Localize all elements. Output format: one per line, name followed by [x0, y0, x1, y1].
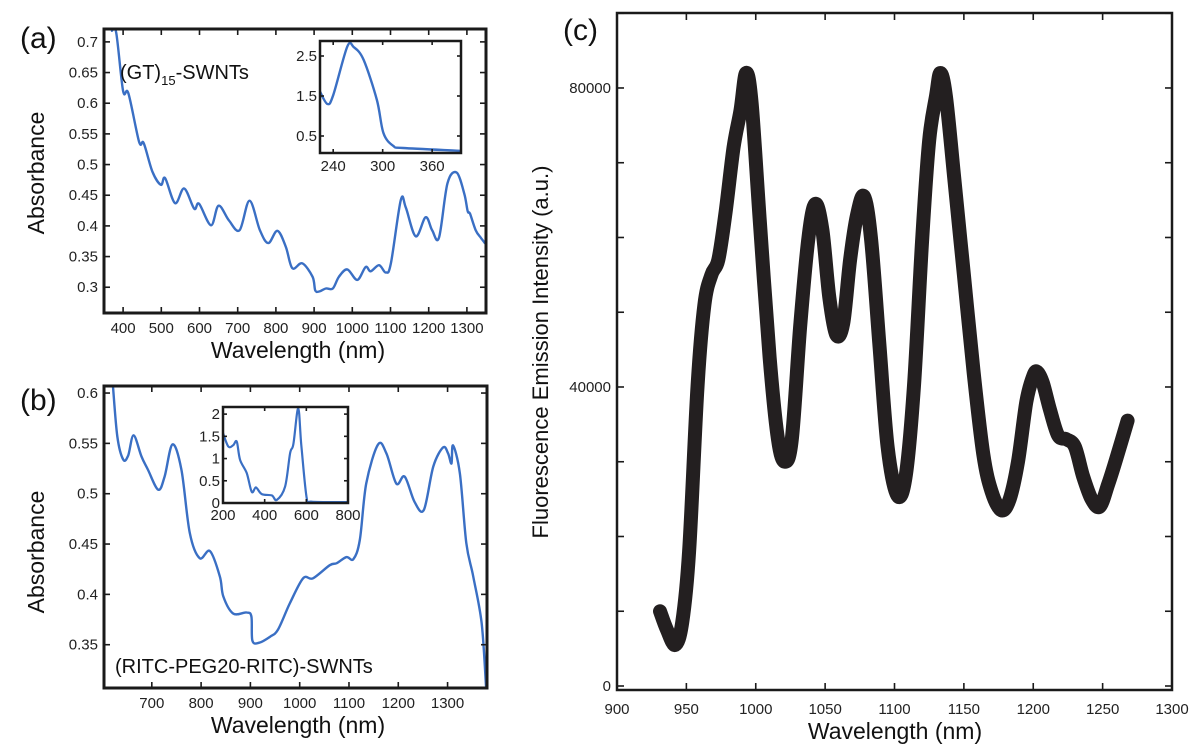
- y-tick-label-b-inset-3: 1.5: [199, 428, 220, 445]
- y-tick-label-a-inset-1: 1.5: [296, 88, 317, 105]
- annotation-suffix: -SWNTs: [176, 62, 249, 84]
- y-tick-label-b-4: 0.55: [69, 435, 98, 452]
- y-tick-label-a-3: 0.45: [69, 187, 98, 204]
- y-tick-label-a-7: 0.65: [69, 65, 98, 82]
- y-tick-label-b-3: 0.5: [77, 486, 98, 503]
- x-tick-label-a-5: 900: [302, 320, 327, 337]
- y-tick-label-a-8: 0.7: [77, 34, 98, 51]
- x-tick-label-c-7: 1250: [1086, 701, 1119, 718]
- x-tick-label-b-5: 1200: [382, 695, 415, 712]
- y-tick-label-b-0: 0.35: [69, 637, 98, 654]
- y-tick-label-a-2: 0.4: [77, 218, 98, 235]
- x-axis-title-c: Wavelength (nm): [808, 718, 982, 744]
- x-tick-label-b-3: 1000: [283, 695, 316, 712]
- y-tick-label-b-inset-4: 2: [212, 406, 220, 423]
- y-tick-label-a-5: 0.55: [69, 126, 98, 143]
- x-tick-label-b-inset-0: 200: [210, 507, 235, 524]
- x-tick-label-c-3: 1050: [808, 701, 841, 718]
- x-tick-label-a-1: 500: [149, 320, 174, 337]
- y-tick-label-b-inset-2: 1: [212, 451, 220, 468]
- x-tick-label-c-5: 1150: [948, 701, 980, 718]
- panel-c-fluorescence: 900 950 1000 1050 1100 1150 1200 1250 1300 0 40000…: [569, 11, 1189, 718]
- series-line-c: [653, 65, 1135, 652]
- plot-frame-b-inset: [221, 405, 350, 505]
- y-tick-label-c-2: 80000: [569, 80, 611, 97]
- x-tick-label-a-3: 700: [225, 320, 250, 337]
- x-tick-label-b-0: 700: [139, 695, 164, 712]
- y-tick-label-a-4: 0.5: [77, 157, 98, 174]
- x-tick-label-c-1: 950: [674, 701, 699, 718]
- x-tick-label-b-6: 1300: [431, 695, 464, 712]
- panel-label-a: (a): [20, 22, 57, 55]
- x-tick-label-a-0: 400: [111, 320, 136, 337]
- x-tick-label-a-inset-2: 360: [420, 158, 445, 175]
- x-tick-label-a-inset-0: 240: [321, 158, 346, 175]
- y-tick-label-b-1: 0.4: [77, 586, 98, 603]
- x-tick-label-a-6: 1000: [336, 320, 369, 337]
- annotation-ritc-peg20-swnts: (RITC-PEG20-RITC)-SWNTs: [115, 656, 373, 678]
- x-tick-label-a-inset-1: 300: [370, 158, 395, 175]
- x-tick-label-c-8: 1300: [1155, 701, 1188, 718]
- panel-a-absorbance-gt15: 400 500 600 700 800 900 1000 1100 1200 1300 0.3 0.3…: [69, 27, 488, 337]
- series-line-b: [111, 386, 487, 688]
- x-tick-label-b-inset-1: 400: [252, 507, 277, 524]
- series-line-a: [110, 29, 486, 294]
- annotation-gt15-swnts: (GT)15-SWNTs: [120, 62, 249, 88]
- x-tick-label-a-4: 800: [263, 320, 288, 337]
- x-tick-label-c-2: 1000: [739, 701, 772, 718]
- x-tick-label-b-2: 900: [238, 695, 263, 712]
- y-tick-label-a-inset-0: 0.5: [296, 128, 317, 145]
- x-axis-title-b: Wavelength (nm): [211, 712, 385, 738]
- plot-frame-a: [102, 27, 488, 315]
- annotation-main: (GT): [120, 62, 161, 84]
- y-tick-label-b-inset-1: 0.5: [199, 473, 220, 490]
- x-tick-label-a-9: 1300: [450, 320, 483, 337]
- panel-a-inset: 240 300 360 0.5 1.5 2.5: [296, 39, 463, 175]
- y-axis-title-c: Fluorescence Emission Intensity (a.u.): [528, 166, 553, 539]
- y-tick-label-a-6: 0.6: [77, 95, 98, 112]
- y-axis-title-a: Absorbance: [23, 112, 49, 235]
- x-axis-title-a: Wavelength (nm): [211, 337, 385, 363]
- x-tick-label-c-0: 900: [604, 701, 629, 718]
- x-tick-label-a-8: 1200: [412, 320, 445, 337]
- panel-label-b: (b): [20, 384, 57, 417]
- x-tick-label-b-1: 800: [189, 695, 214, 712]
- x-tick-label-c-4: 1100: [878, 701, 910, 718]
- y-tick-label-b-2: 0.45: [69, 536, 98, 553]
- y-tick-label-c-1: 40000: [569, 379, 611, 396]
- panel-label-c: (c): [563, 14, 598, 47]
- y-tick-label-a-0: 0.3: [77, 279, 98, 296]
- x-tick-label-c-6: 1200: [1017, 701, 1050, 718]
- plot-frame-b: [102, 384, 489, 690]
- y-tick-label-a-1: 0.35: [69, 249, 98, 266]
- x-tick-label-b-inset-2: 600: [294, 507, 319, 524]
- plot-frame-a-inset: [318, 39, 463, 155]
- y-tick-label-c-0: 0: [603, 678, 611, 695]
- x-tick-label-b-inset-3: 800: [335, 507, 360, 524]
- x-tick-label-a-7: 1100: [374, 320, 406, 337]
- panel-b-inset: 200 400 600 800 0 0.5 1 1.5 2: [199, 405, 361, 524]
- annotation-subscript: 15: [161, 73, 175, 88]
- x-tick-label-a-2: 600: [187, 320, 212, 337]
- panel-b-absorbance-ritc: 700 800 900 1000 1100 1200 13000.350.40.450.50…: [69, 384, 489, 712]
- y-tick-label-b-inset-0: 0: [212, 495, 220, 512]
- y-tick-label-a-inset-2: 2.5: [296, 48, 317, 65]
- x-tick-label-b-4: 1100: [333, 695, 365, 712]
- series-line-b-inset: [223, 407, 348, 503]
- y-axis-title-b: Absorbance: [23, 491, 49, 614]
- y-tick-label-b-5: 0.6: [77, 385, 98, 402]
- series-line-a-inset: [320, 41, 461, 152]
